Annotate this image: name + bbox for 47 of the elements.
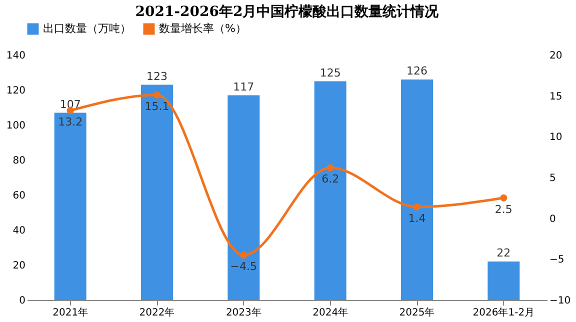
point	[413, 203, 421, 210]
bar	[54, 112, 86, 300]
point	[500, 194, 508, 202]
bar	[228, 95, 260, 300]
point	[153, 91, 161, 99]
y2-tick-label: −5	[550, 254, 564, 266]
data-label: 107	[60, 98, 81, 111]
x-tick-label: 2023年	[226, 306, 262, 318]
data-label: 126	[406, 64, 428, 78]
y2-tick-label: 10	[550, 132, 562, 144]
y2-tick-label: 15	[550, 91, 562, 102]
point	[326, 164, 334, 172]
data-label: 13.2	[58, 116, 83, 129]
data-label: 22	[496, 246, 511, 260]
chart-title: 2021-2026年2月中国柠檬酸出口数量统计情况	[135, 3, 440, 20]
y-tick-label: 100	[6, 120, 26, 132]
y2-tick-label: −10	[550, 296, 571, 306]
x-tick-label: 2021年	[52, 306, 88, 318]
x-tick-label: 2025年	[399, 306, 435, 318]
y-tick-label: 140	[6, 50, 26, 62]
data-label: −4.5	[230, 260, 258, 274]
x-tick-label: 2024年	[312, 306, 348, 318]
legend-label: 数量增长率（%）	[159, 22, 246, 35]
x-tick-label: 2026年1-2月	[472, 306, 535, 318]
y-tick-label: 120	[6, 86, 26, 96]
x-tick-label: 2022年	[139, 306, 175, 318]
y-tick-label: 20	[12, 260, 26, 272]
y-tick-label: 40	[12, 226, 26, 236]
data-label: 125	[320, 66, 341, 80]
point	[240, 252, 248, 259]
data-label: 2.5	[494, 202, 512, 216]
bar	[401, 80, 433, 300]
y2-tick-label: 20	[550, 50, 562, 62]
y-tick-label: 0	[19, 296, 26, 306]
data-label: 6.2	[322, 172, 340, 186]
bar	[488, 262, 520, 300]
y-tick-label: 60	[12, 190, 26, 202]
bar	[314, 81, 346, 300]
y2-tick-label: 0	[550, 214, 556, 225]
data-label: 117	[233, 80, 254, 94]
y2-tick-label: 5	[550, 173, 556, 184]
data-label: 123	[146, 70, 168, 83]
data-label: 15.1	[144, 100, 170, 114]
legend-label: 出口数量（万吨）	[43, 22, 131, 35]
data-label: 1.4	[408, 212, 426, 225]
bar	[141, 84, 173, 300]
y-tick-label: 80	[12, 156, 26, 166]
